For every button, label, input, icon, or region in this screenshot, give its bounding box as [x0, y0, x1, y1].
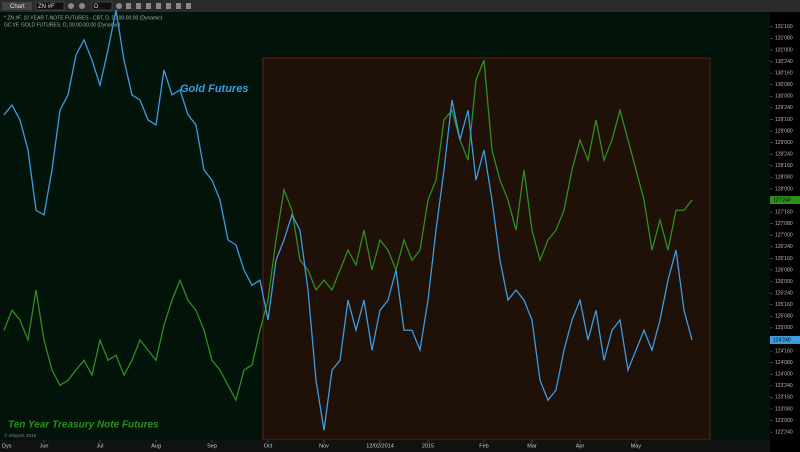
y-tick-label: 126'000 [775, 279, 793, 285]
x-tick-label: Nov [319, 443, 329, 449]
last-price-tag [770, 335, 800, 344]
y-tick-label: 124'080 [775, 360, 793, 366]
y-tick-label: 124'160 [775, 348, 793, 354]
icon[interactable] [116, 3, 122, 9]
y-tick-label: 126'240 [775, 244, 793, 250]
series-line [3, 10, 693, 431]
symbol: ZN #F [38, 4, 55, 10]
icon[interactable] [68, 3, 74, 9]
y-tick-label: 127'160 [775, 209, 793, 215]
icon[interactable] [126, 3, 131, 9]
y-tick-label: 128'000 [775, 186, 793, 192]
x-tick-label: May [631, 443, 642, 449]
x-tick-label: Aug [151, 443, 161, 449]
y-tick-label: 128'240 [775, 152, 793, 158]
y-tick-label: 130'160 [775, 70, 793, 76]
x-tick-label: Apr [576, 443, 585, 449]
x-tick-label: Jul [96, 443, 103, 449]
y-tick-label: 124'000 [775, 372, 793, 378]
icon[interactable] [156, 3, 161, 9]
y-tick-label: 130'240 [775, 59, 793, 65]
y-tick-label: 122'240 [775, 429, 793, 435]
icon[interactable] [186, 3, 191, 9]
y-tick-label: 126'160 [775, 256, 793, 262]
x-tick-label: Sep [207, 443, 217, 449]
series-line [3, 59, 693, 402]
y-tick-label: 123'160 [775, 395, 793, 401]
legend-entry: * ZN #F, 10 YEAR T-NOTE FUTURES - CBT, D… [4, 15, 163, 21]
toolbar [0, 0, 800, 12]
icon[interactable] [136, 3, 141, 9]
x-unit: Dys [2, 443, 12, 449]
y-tick-label: 129'160 [775, 117, 793, 123]
last-price-tag [770, 196, 800, 205]
x-tick-label: Mar [527, 443, 537, 449]
y-tick-label: 126'080 [775, 267, 793, 273]
last-price-label: 124'240 [773, 337, 791, 343]
y-tick-label: 123'240 [775, 383, 793, 389]
symbol-box[interactable] [35, 1, 65, 11]
annotation: Gold Futures [180, 83, 248, 95]
window-tab[interactable] [2, 2, 32, 10]
x-tick-label: Jun [40, 443, 49, 449]
x-tick-label: Feb [479, 443, 488, 449]
legend-entry: GC #F, GOLD FUTURES, D, 00:00-00:00 (Dyn… [4, 22, 120, 28]
y-tick-label: 129'080 [775, 128, 793, 134]
window-title: Chart [10, 4, 25, 10]
x-tick-label: Oct [264, 443, 273, 449]
copyright: © eSignal, 2015 [4, 432, 37, 438]
y-tick-label: 127'000 [775, 233, 793, 239]
toolbar-icons [68, 3, 191, 9]
y-tick-label: 131'080 [775, 36, 793, 42]
y-tick-label: 130'080 [775, 82, 793, 88]
y-tick-label: 125'160 [775, 302, 793, 308]
y-tick-label: 131'000 [775, 47, 793, 53]
y-tick-label: 125'000 [775, 325, 793, 331]
y-tick-label: 130'000 [775, 94, 793, 100]
y-tick-label: 129'000 [775, 140, 793, 146]
icon[interactable] [176, 3, 181, 9]
x-tick-label: 2015 [422, 443, 434, 449]
y-tick-label: 123'000 [775, 418, 793, 424]
y-tick-label: 131'160 [775, 24, 793, 30]
price-axis [770, 12, 800, 452]
y-tick-label: 127'080 [775, 221, 793, 227]
icon[interactable] [166, 3, 171, 9]
y-tick-label: 123'080 [775, 406, 793, 412]
y-tick-label: 129'240 [775, 105, 793, 111]
y-tick-label: 128'160 [775, 163, 793, 169]
interval: D [94, 4, 99, 10]
time-axis [0, 440, 770, 452]
annotation: Ten Year Treasury Note Futures [8, 420, 159, 431]
last-price-label: 127'240 [773, 197, 791, 203]
icon[interactable] [146, 3, 151, 9]
y-tick-label: 125'080 [775, 314, 793, 320]
x-tick-label: 12/02/2014 [366, 443, 394, 449]
y-tick-label: 128'080 [775, 175, 793, 181]
icon[interactable] [79, 3, 85, 9]
y-tick-label: 125'240 [775, 290, 793, 296]
interval-box[interactable] [91, 1, 113, 11]
